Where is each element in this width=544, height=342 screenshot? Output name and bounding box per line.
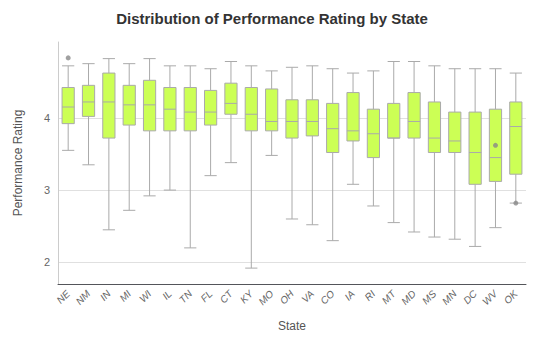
svg-text:NE: NE — [54, 288, 72, 306]
svg-text:State: State — [278, 319, 306, 333]
svg-text:4: 4 — [44, 112, 50, 124]
svg-text:3: 3 — [44, 184, 50, 196]
svg-text:OK: OK — [502, 287, 521, 306]
svg-text:IA: IA — [342, 288, 357, 303]
svg-text:CO: CO — [318, 288, 337, 307]
svg-text:MO: MO — [256, 288, 275, 307]
svg-text:FL: FL — [198, 288, 214, 304]
svg-text:KY: KY — [238, 287, 256, 305]
svg-text:NM: NM — [74, 288, 93, 307]
svg-text:DC: DC — [461, 288, 480, 307]
svg-text:WI: WI — [137, 288, 154, 305]
svg-text:MS: MS — [420, 288, 439, 307]
svg-text:IL: IL — [160, 288, 174, 302]
svg-text:VA: VA — [299, 288, 316, 305]
svg-text:CT: CT — [218, 287, 236, 305]
svg-text:MI: MI — [117, 288, 133, 304]
svg-text:2: 2 — [44, 256, 50, 268]
svg-text:MD: MD — [399, 288, 418, 307]
svg-text:TN: TN — [177, 288, 195, 306]
svg-text:MT: MT — [380, 287, 399, 306]
svg-text:OH: OH — [278, 288, 297, 307]
svg-text:IN: IN — [98, 288, 113, 303]
svg-text:Distribution of Performance Ra: Distribution of Performance Rating by St… — [116, 10, 428, 27]
svg-text:WV: WV — [480, 287, 500, 307]
svg-text:MN: MN — [440, 288, 459, 307]
svg-text:RI: RI — [362, 288, 377, 303]
svg-text:Performance Rating: Performance Rating — [11, 110, 25, 217]
